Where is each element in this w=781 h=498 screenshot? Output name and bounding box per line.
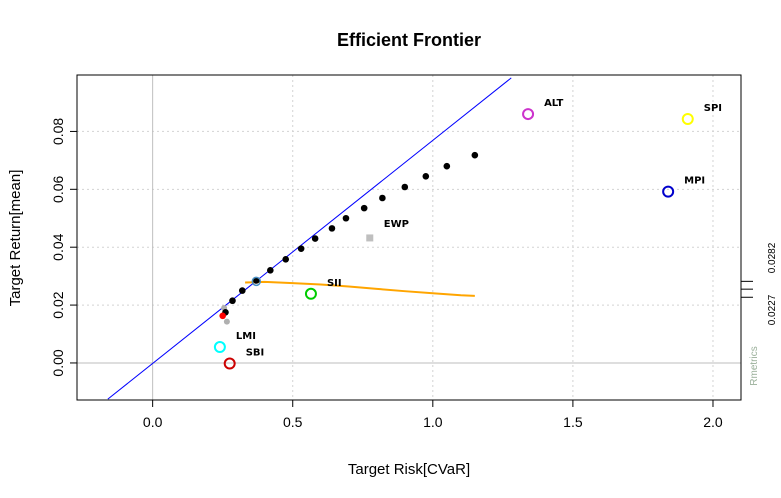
plot-frame <box>76 74 742 401</box>
asset-point-spi <box>681 112 694 125</box>
asset-point-alt <box>522 108 535 121</box>
asset-label-sii: SII <box>327 278 342 289</box>
right-margin-label-top: 0.0282 <box>767 242 778 273</box>
frontier-point <box>328 225 336 232</box>
frontier-point <box>360 204 368 212</box>
x-tick-label: 1.0 <box>423 414 443 430</box>
x-tick-label: 0.5 <box>283 414 303 430</box>
asset-labels: EWP ALT SPI MPI SII LMI SBI <box>236 98 722 358</box>
ewp-point <box>366 234 374 242</box>
right-margin-label-bottom: 0.0227 <box>767 294 778 325</box>
frontier-point <box>267 267 274 274</box>
plot-marks <box>107 77 694 400</box>
frontier-point <box>297 245 305 252</box>
asset-label-lmi: LMI <box>236 331 256 342</box>
frontier-point <box>379 194 386 202</box>
zero-reference-lines <box>77 75 741 400</box>
y-tick-label: 0.06 <box>50 175 66 202</box>
tangency-portfolio-point <box>251 276 262 287</box>
x-tick-label: 1.5 <box>563 414 583 430</box>
asset-label-alt: ALT <box>544 98 563 109</box>
frontier-point <box>238 287 246 294</box>
y-tick-label: 0.08 <box>50 118 66 145</box>
frontier-point <box>311 235 319 242</box>
y-tick-label: 0.02 <box>50 291 66 318</box>
frontier-point <box>471 151 479 159</box>
asset-label-spi: SPI <box>704 103 722 114</box>
frontier-point <box>282 256 290 263</box>
frontier-point <box>422 172 430 180</box>
tangency-line <box>107 77 512 400</box>
portfolio-point <box>223 318 230 325</box>
y-tick-label: 0.04 <box>50 233 66 260</box>
asset-point-sbi <box>223 357 236 370</box>
x-axis-ticks: 0.0 0.5 1.0 1.5 2.0 <box>143 400 723 430</box>
x-tick-label: 2.0 <box>703 414 723 430</box>
y-axis-ticks: 0.00 0.02 0.04 0.06 0.08 <box>50 118 77 377</box>
frontier-point <box>401 183 409 191</box>
right-margin-annotations: 0.0282 0.0227 Rmetrics <box>741 242 778 386</box>
ewp-label: EWP <box>384 219 409 230</box>
frontier-point <box>253 277 260 284</box>
grid-lines <box>77 75 741 400</box>
frontier-point <box>443 162 451 170</box>
y-axis-label: Target Return[mean] <box>7 170 24 307</box>
y-tick-label: 0.00 <box>50 349 66 376</box>
frontier-point <box>342 214 350 222</box>
asset-label-mpi: MPI <box>684 176 705 187</box>
minimum-variance-locus <box>245 280 475 297</box>
asset-label-sbi: SBI <box>246 348 265 359</box>
asset-point-lmi <box>213 341 226 354</box>
x-tick-label: 0.0 <box>143 414 163 430</box>
asset-point-mpi <box>662 185 675 198</box>
asset-point-sii <box>304 287 317 300</box>
rmetrics-watermark: Rmetrics <box>749 346 760 385</box>
frontier-point <box>229 297 236 305</box>
chart-title: Efficient Frontier <box>337 30 481 50</box>
x-axis-label: Target Risk[CVaR] <box>348 461 470 478</box>
min-variance-point <box>219 312 226 320</box>
